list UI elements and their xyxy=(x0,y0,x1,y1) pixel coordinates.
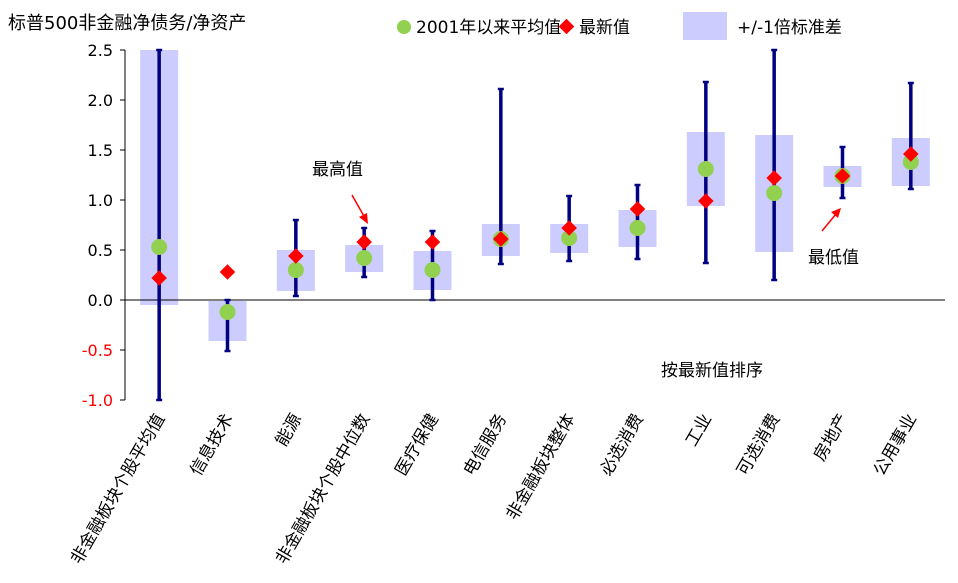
latest-marker xyxy=(834,168,851,184)
y-tick-label: 1.0 xyxy=(88,191,113,210)
latest-marker xyxy=(493,231,509,247)
latest-marker xyxy=(356,234,372,250)
legend-mean-label: 2001年以来平均值 xyxy=(416,18,561,38)
mean-marker xyxy=(356,250,373,266)
annotation-low-label: 最低值 xyxy=(808,248,859,268)
latest-marker xyxy=(698,193,714,209)
mean-marker xyxy=(697,161,714,177)
plot-area xyxy=(125,48,945,402)
mean-marker xyxy=(287,262,304,278)
mean-marker xyxy=(219,304,236,320)
annotation-low-arrow xyxy=(821,213,837,232)
legend: 2001年以来平均值 最新值 +/-1倍标准差 xyxy=(397,12,842,40)
legend-std-label: +/-1倍标准差 xyxy=(737,18,842,38)
legend-mean-marker xyxy=(397,20,411,34)
y-axis: 2.5 2.0 1.5 1.0 0.5 0.0 -0.5 -1.0 xyxy=(82,41,126,410)
annotation-sort-note: 按最新值排序 xyxy=(661,361,763,381)
y-tick-label: -1.0 xyxy=(82,391,113,410)
latest-marker xyxy=(903,146,919,162)
latest-marker xyxy=(219,264,236,280)
annotation-low-arrowhead xyxy=(831,208,841,218)
legend-latest-label: 最新值 xyxy=(579,18,630,38)
annotation-high-arrow xyxy=(351,194,366,219)
mean-marker xyxy=(424,262,441,278)
x-tick-label: 必选消费 xyxy=(597,411,648,480)
mean-marker xyxy=(561,230,578,246)
x-tick-label: 能源 xyxy=(272,411,306,450)
x-tick-label: 工业 xyxy=(682,411,716,450)
legend-std-marker xyxy=(683,12,727,40)
mean-marker xyxy=(629,220,646,236)
latest-marker xyxy=(766,170,782,186)
mean-marker xyxy=(766,185,783,201)
annotations: 最高值 最低值 按最新值排序 xyxy=(312,160,859,381)
chart-title: 标普500非金融净债务/净资产 xyxy=(8,13,246,34)
y-tick-label: 2.0 xyxy=(88,91,113,110)
latest-marker xyxy=(629,201,646,217)
y-tick-label: 0.5 xyxy=(88,241,113,260)
annotation-high-label: 最高值 xyxy=(312,160,363,180)
x-tick-label: 房地产 xyxy=(810,411,853,465)
x-tick-label: 非金融板块个股平均值 xyxy=(67,411,169,568)
y-tick-label: 1.5 xyxy=(88,141,113,160)
x-tick-label: 信息技术 xyxy=(187,411,238,480)
x-tick-label: 电信服务 xyxy=(460,411,511,480)
latest-marker xyxy=(151,270,167,286)
y-tick-label: -0.5 xyxy=(82,341,113,360)
x-tick-label: 医疗保健 xyxy=(392,411,443,480)
x-tick-label: 非金融板块整体 xyxy=(503,411,580,524)
mean-marker xyxy=(902,154,919,170)
y-tick-label: 0.0 xyxy=(88,291,113,310)
mean-marker xyxy=(151,239,168,255)
latest-marker xyxy=(561,220,577,236)
annotation-high-arrowhead xyxy=(359,213,368,224)
x-tick-label: 可选消费 xyxy=(733,411,784,480)
y-tick-label: 2.5 xyxy=(88,41,113,60)
latest-marker xyxy=(424,234,441,250)
x-tick-label: 公用事业 xyxy=(870,411,921,480)
